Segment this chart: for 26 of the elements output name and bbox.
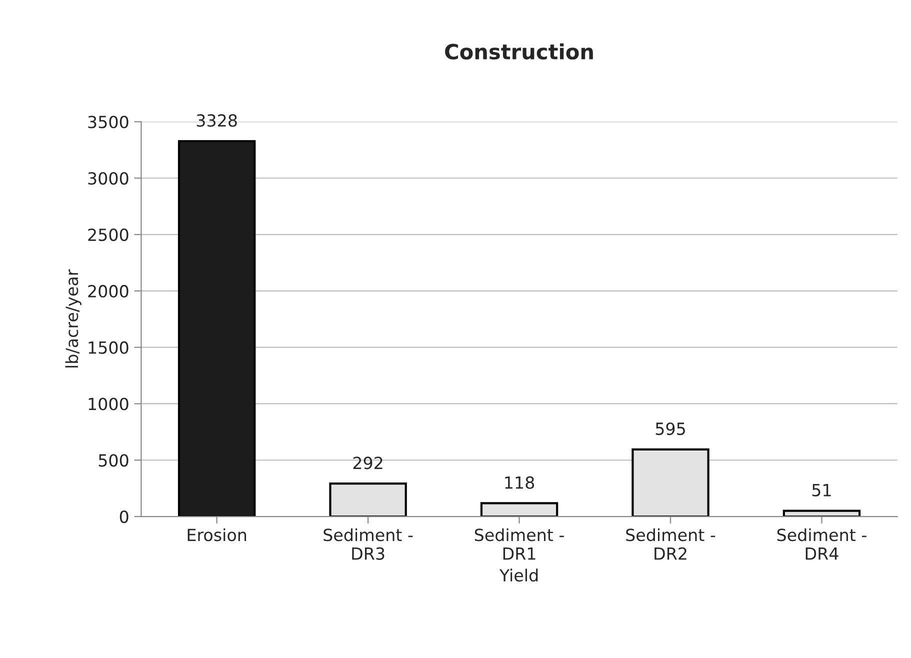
- y-tick-label: 2500: [88, 228, 128, 242]
- bar: [782, 510, 861, 517]
- data-label: 3328: [196, 114, 237, 127]
- x-axis-title: Yield: [499, 568, 538, 582]
- data-label: 118: [505, 476, 534, 489]
- y-tick-label: 1500: [88, 341, 128, 354]
- chart-title: Construction: [445, 43, 593, 60]
- x-tick-label: Sediment - DR3: [324, 528, 413, 560]
- y-tick-label: 0: [120, 510, 128, 524]
- y-tick-label: 1000: [88, 398, 128, 410]
- y-tick-label: 2000: [88, 284, 128, 298]
- x-tick-label: Sediment - DR4: [777, 528, 866, 560]
- y-tick-label: 3000: [88, 172, 128, 185]
- bar: [480, 502, 558, 517]
- bar: [632, 448, 710, 517]
- x-tick-label: Sediment - DR2: [626, 528, 716, 560]
- x-tick-label: Erosion: [188, 528, 246, 542]
- y-tick-label: 3500: [88, 116, 128, 128]
- data-label: 595: [656, 422, 685, 436]
- y-tick-label: 500: [98, 454, 128, 467]
- y-axis-title: lb/acre/year: [65, 269, 82, 368]
- bar: [178, 140, 256, 517]
- data-label: 51: [812, 484, 831, 496]
- data-label: 292: [353, 456, 382, 470]
- bar: [329, 482, 407, 517]
- x-tick-label: Sediment - DR1: [474, 528, 564, 560]
